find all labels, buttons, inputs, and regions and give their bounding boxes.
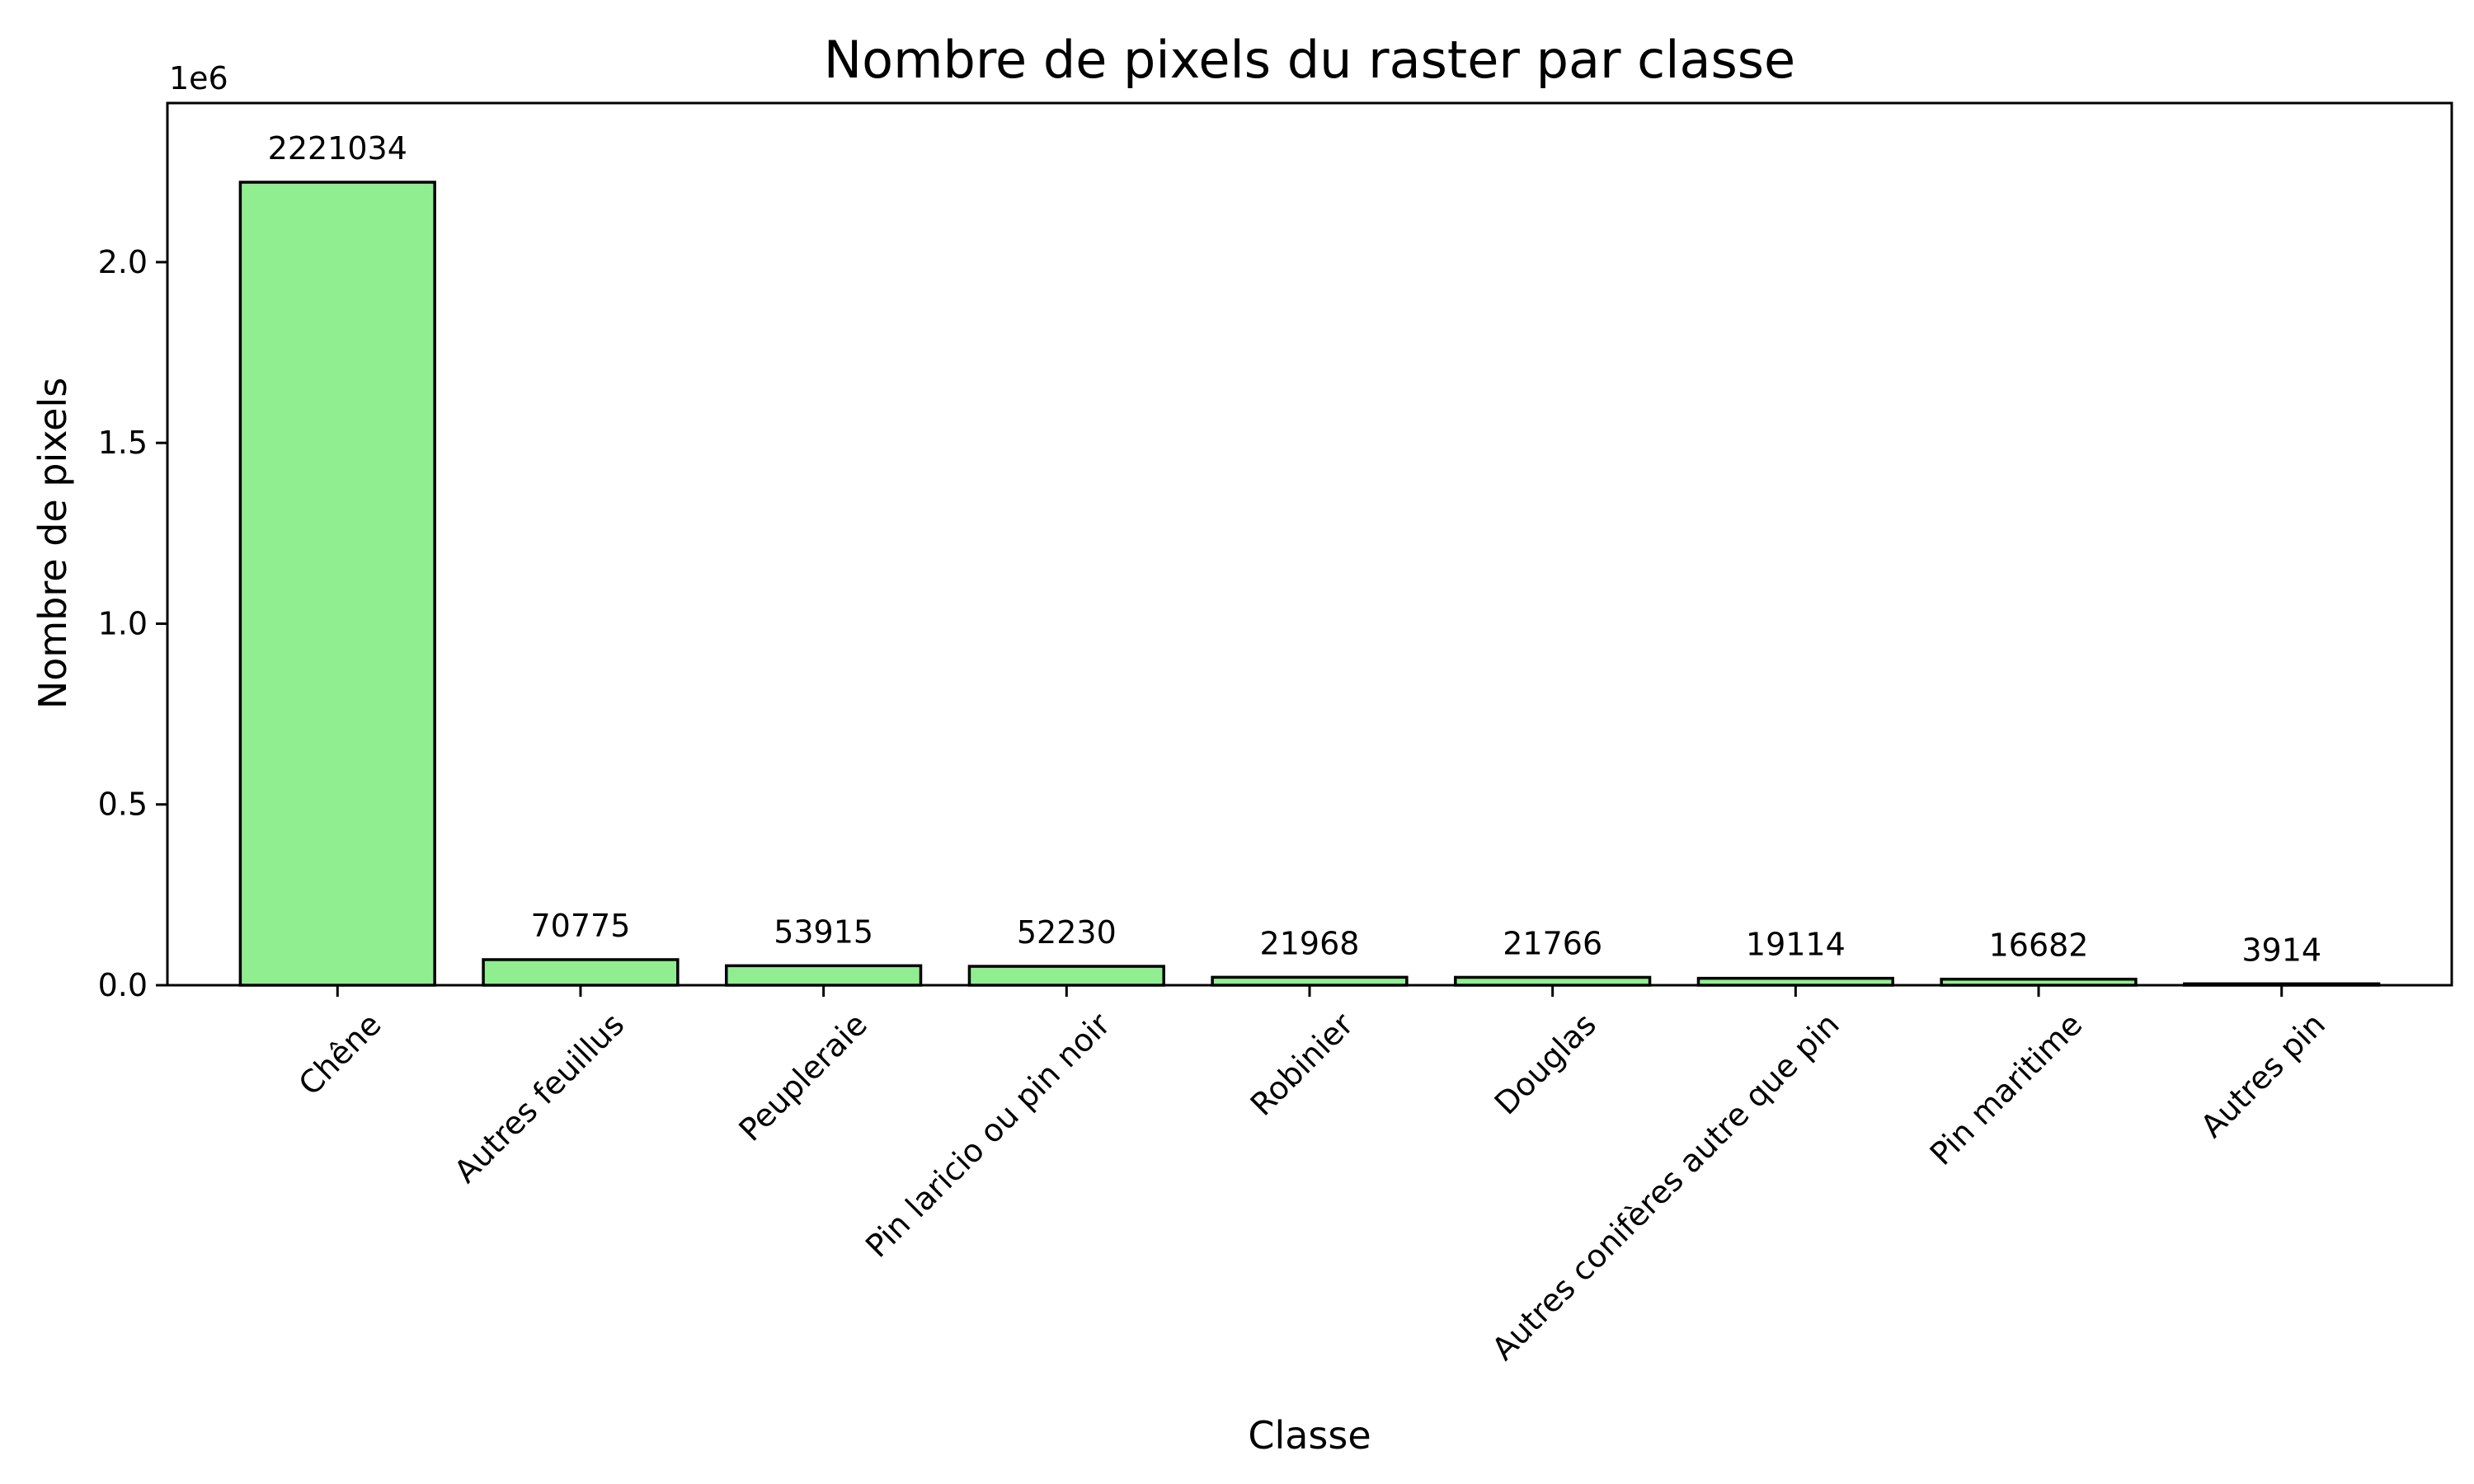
x-tick-label-7: Pin maritime	[1923, 1006, 2090, 1172]
bar-1	[482, 958, 680, 987]
data-label-3: 52230	[1017, 914, 1117, 951]
x-tick-label-5: Douglas	[1488, 1006, 1603, 1121]
data-label-6: 19114	[1746, 927, 1846, 963]
data-label-8: 3914	[2241, 932, 2321, 968]
bar-3	[967, 965, 1165, 987]
x-tick-label-4: Robinier	[1244, 1006, 1361, 1123]
data-label-5: 21766	[1503, 925, 1602, 961]
y-axis: 0.0 0.5 1.0 1.5 2.0	[98, 244, 167, 1003]
plot-frame	[166, 101, 2453, 987]
bar-2	[725, 964, 923, 987]
y-tick-label-0: 0.0	[98, 967, 148, 1003]
y-tick-label-3: 1.5	[98, 425, 148, 461]
data-label-4: 21968	[1260, 925, 1360, 961]
x-tick-label-8: Autres pin	[2194, 1006, 2332, 1144]
y-tick-label-2: 1.0	[98, 605, 148, 641]
x-tick-label-2: Peupleraie	[732, 1006, 874, 1148]
x-tick-label-3: Pin laricio ou pin noir	[858, 1006, 1117, 1265]
y-tick-label-1: 0.5	[98, 787, 148, 823]
data-labels: 2221034 70775 53915 52230 21968 21766 19114 166…	[268, 130, 2321, 968]
y-tick-label-4: 2.0	[98, 244, 148, 280]
y-axis-label: Nombre de pixels	[31, 378, 75, 709]
data-label-7: 16682	[1989, 928, 2089, 964]
x-axis-label: Classe	[1248, 1413, 1371, 1458]
y-axis-offset-label: 1e6	[169, 60, 228, 96]
x-tick-label-1: Autres feuillus	[447, 1006, 631, 1190]
chart-title: Nombre de pixels du raster par classe	[824, 30, 1795, 90]
data-label-1: 70775	[531, 908, 631, 944]
bars	[238, 181, 2381, 987]
data-label-2: 53915	[774, 913, 873, 950]
x-tick-label-0: Chêne	[292, 1006, 388, 1102]
bar-0	[238, 181, 436, 987]
data-label-0: 2221034	[268, 130, 407, 167]
